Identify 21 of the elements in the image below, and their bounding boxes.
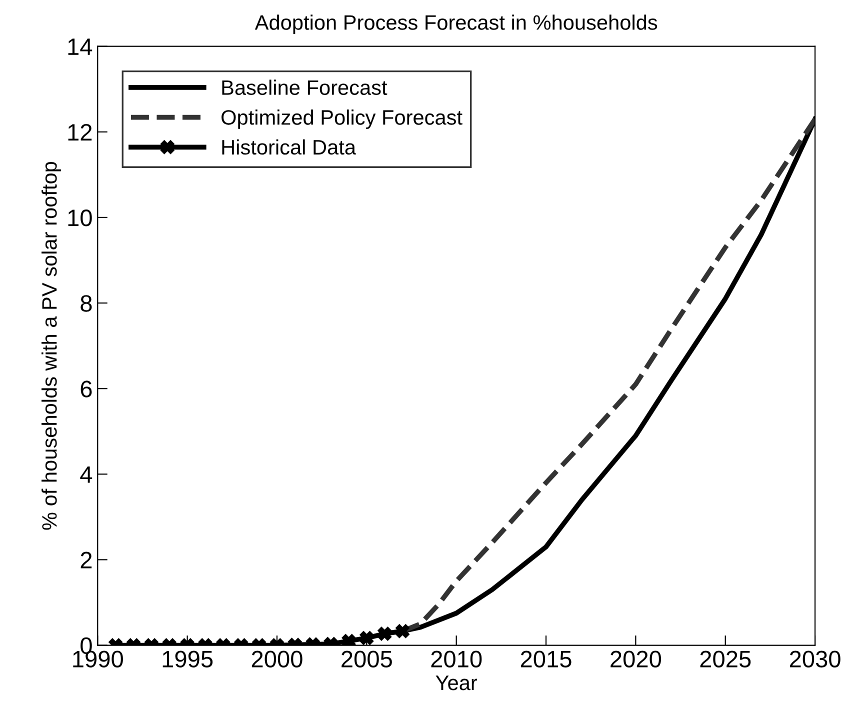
y-tick-label: 4 (80, 466, 92, 483)
x-tick-label: 2010 (431, 650, 482, 668)
legend-label: Historical Data (222, 139, 356, 155)
y-axis-title: % of households with a PV solar rooftop (42, 162, 61, 530)
y-tick-label: 8 (80, 295, 92, 312)
x-tick-label: 2020 (610, 650, 662, 668)
x-axis-title: Year (436, 676, 478, 690)
x-tick-label: 1995 (162, 650, 213, 668)
x-tick-label: 2025 (700, 650, 751, 668)
legend-label: Baseline Forecast (222, 80, 388, 95)
x-tick-label: 2015 (520, 650, 572, 668)
legend-label: Optimized Policy Forecast (222, 110, 462, 129)
y-tick-label: 10 (68, 210, 92, 226)
y-tick-label: 6 (80, 380, 92, 398)
y-tick-label: 2 (80, 552, 92, 568)
chart-title: Adoption Process Forecast in %households (254, 14, 658, 34)
y-tick-label: 14 (68, 38, 92, 55)
x-tick-label: 2000 (252, 650, 302, 668)
x-tick-label: 2005 (342, 650, 392, 668)
y-tick-label: 12 (68, 124, 92, 140)
x-tick-label: 2030 (790, 650, 840, 668)
